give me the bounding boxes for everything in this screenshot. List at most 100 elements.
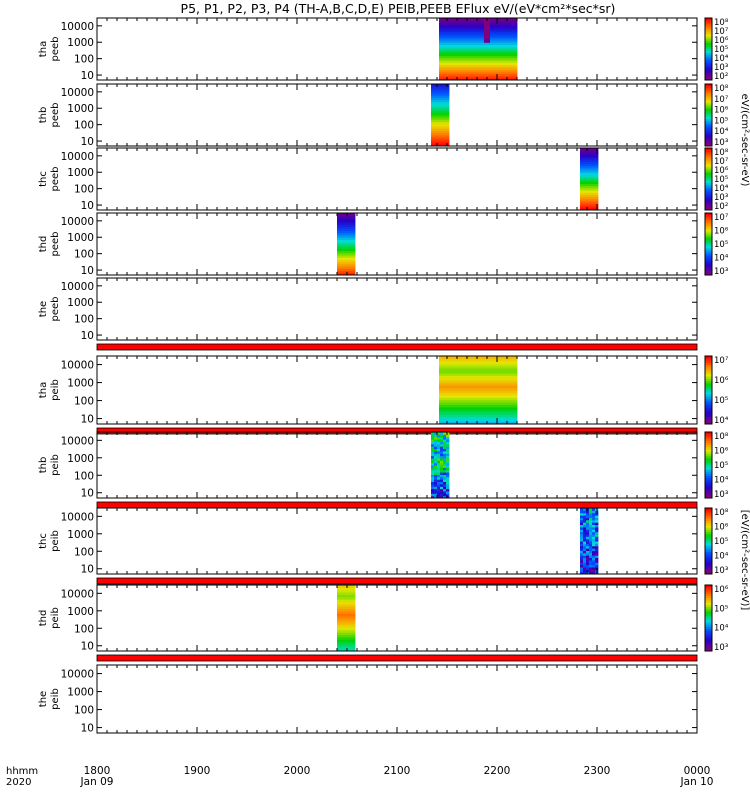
colorbar-swatch: [705, 55, 712, 58]
spectrogram-cell: [595, 198, 599, 202]
spectrogram-cell: [349, 237, 353, 241]
spectrogram-cell: [346, 217, 350, 221]
spectrogram-cell: [442, 409, 446, 413]
spectrogram-cell: [440, 110, 444, 114]
spectrogram-cell: [340, 228, 344, 232]
spectrogram-cell: [592, 522, 596, 525]
spectrogram-cell: [352, 613, 356, 617]
spectrogram-cell: [434, 84, 438, 87]
spectrogram-cell: [451, 365, 455, 369]
spectrogram-cell: [580, 165, 584, 169]
spectrogram-cell: [511, 358, 515, 362]
spectrogram-cell: [463, 380, 467, 384]
spectrogram-cell: [343, 625, 347, 628]
spectrogram-cell: [446, 469, 450, 473]
spectrogram-cell: [490, 421, 494, 425]
spectrogram-cell: [466, 37, 470, 41]
spectrogram-cell: [457, 385, 461, 388]
y-tick-label: 1000: [67, 529, 94, 541]
spectrogram-cell: [475, 382, 479, 386]
spectrogram-cell: [514, 414, 518, 418]
spectrogram-cell: [460, 44, 464, 48]
spectrogram-cell: [448, 53, 452, 57]
spectrogram-cell: [595, 194, 599, 198]
panel-label-probe: thd: [38, 610, 49, 627]
spectrogram-cell: [499, 402, 503, 405]
spectrogram-cell: [472, 421, 476, 425]
spectrogram-cell: [445, 370, 449, 374]
spectrogram-cell: [442, 358, 446, 362]
spectrogram-cell: [589, 207, 593, 211]
spectrogram-cell: [454, 33, 458, 37]
spectrogram-cell: [487, 380, 491, 384]
spectrogram-cell: [434, 462, 438, 466]
spectrogram-cell: [446, 465, 450, 468]
spectrogram-cell: [440, 450, 444, 454]
panel-frame: [96, 277, 698, 341]
spectrogram-cell: [478, 380, 482, 384]
spectrogram-cell: [443, 119, 447, 123]
spectrogram-cell: [443, 84, 447, 87]
spectrogram-cell: [442, 53, 446, 57]
spectrogram-cell: [340, 237, 344, 241]
spectrogram-cell: [460, 71, 464, 74]
spectrogram-cell: [511, 18, 515, 21]
colorbar-swatch: [705, 394, 712, 398]
panel-label-probe: the: [38, 691, 49, 707]
time-tick-label: 2300: [584, 765, 611, 777]
spectrogram-cell: [583, 536, 587, 540]
colorbar-swatch: [705, 88, 712, 91]
time-tick-date: Jan 09: [80, 776, 114, 788]
spectrogram-cell: [475, 370, 479, 374]
colorbar-tick-label: 10⁵: [714, 396, 728, 406]
spectrogram-cell: [595, 159, 599, 162]
spectrogram-cell: [463, 35, 467, 39]
colorbar-swatch: [705, 516, 712, 520]
spectrogram-cell: [434, 92, 438, 96]
spectrogram-cell: [349, 244, 353, 247]
colorbar-swatch: [705, 187, 712, 190]
spectrogram-cell: [493, 363, 497, 367]
spectrogram-cell: [469, 419, 473, 422]
spectrogram-cell: [469, 416, 473, 420]
y-tick-label: 1000: [67, 297, 94, 309]
spectrogram-cell: [445, 55, 449, 59]
spectrogram-cell: [340, 244, 344, 247]
spectrogram-cell: [443, 479, 447, 482]
spectrogram-cell: [472, 53, 476, 57]
y-tick-label: 10: [81, 70, 94, 82]
spectrogram-cell: [586, 566, 590, 570]
spectrogram-cell: [469, 409, 473, 413]
spectrogram-cell: [349, 257, 353, 260]
spectrogram-cell: [442, 356, 446, 359]
spectrogram-cell: [475, 46, 479, 50]
spectrogram-cell: [340, 636, 344, 640]
spectrogram-cell: [586, 165, 590, 169]
spectrogram-cell: [475, 375, 479, 379]
spectrogram-cell: [583, 526, 587, 530]
spectrogram-cell: [511, 390, 515, 393]
colorbar-swatch: [705, 607, 712, 610]
spectrogram-cell: [469, 22, 473, 26]
spectrogram-cell: [595, 154, 599, 158]
spectrogram-cell: [457, 33, 461, 37]
spectrogram-cell: [472, 64, 476, 68]
spectrogram-cell: [457, 24, 461, 28]
spectrogram-cell: [460, 394, 464, 398]
y-tick-label: 1000: [67, 103, 94, 115]
spectrogram-cell: [442, 29, 446, 32]
spectrogram-cell: [337, 228, 341, 232]
colorbar-swatch: [705, 360, 712, 364]
spectrogram-cell: [457, 44, 461, 48]
spectrogram-cell: [454, 416, 458, 420]
colorbar-tick-label: 10⁵: [714, 537, 728, 547]
spectrogram-cell: [446, 115, 450, 118]
spectrogram-cell: [352, 594, 356, 598]
spectrogram-cell: [442, 411, 446, 415]
spectrogram-cell: [505, 407, 509, 410]
spectrogram-cell: [475, 399, 479, 403]
spectrogram-cell: [352, 603, 356, 607]
spectrogram-cell: [463, 419, 467, 422]
spectrogram-cell: [496, 53, 500, 57]
